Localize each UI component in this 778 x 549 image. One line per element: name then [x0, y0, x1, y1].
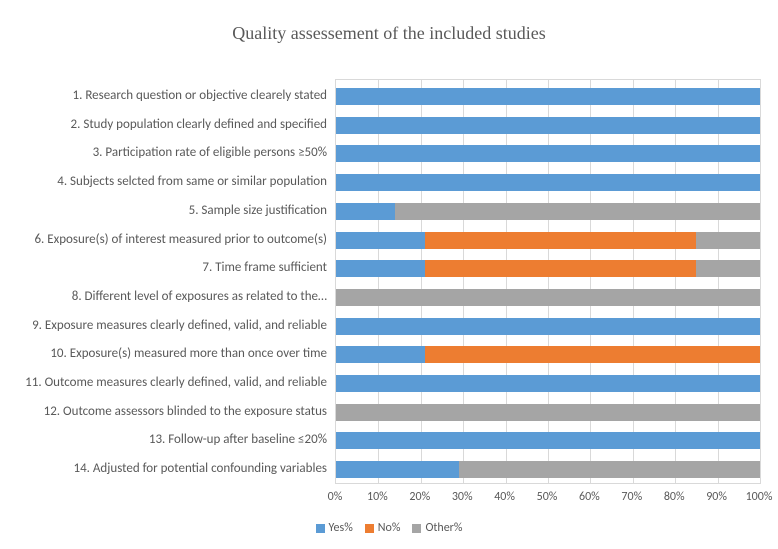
- bar-row: [336, 318, 760, 335]
- category-label: 5. Sample size justification: [8, 203, 327, 218]
- x-tick-label: 100%: [739, 490, 778, 504]
- x-tick-label: 70%: [612, 490, 652, 504]
- bar-segment-no: [425, 260, 696, 277]
- legend-item-no: No%: [365, 521, 401, 535]
- bar-row: [336, 289, 760, 306]
- chart-container: Quality assessement of the included stud…: [0, 0, 778, 549]
- bar-row: [336, 260, 760, 277]
- legend-label: No%: [378, 521, 401, 535]
- legend-swatch: [316, 524, 325, 533]
- bar-row: [336, 174, 760, 191]
- category-label: 2. Study population clearly defined and …: [8, 117, 327, 132]
- bar-row: [336, 88, 760, 105]
- chart-title: Quality assessement of the included stud…: [0, 23, 778, 44]
- x-tick-label: 40%: [485, 490, 525, 504]
- category-label: 12. Outcome assessors blinded to the exp…: [8, 404, 327, 419]
- bar-row: [336, 232, 760, 249]
- bar-segment-yes: [336, 432, 760, 449]
- x-tick-label: 90%: [697, 490, 737, 504]
- bar-segment-yes: [336, 461, 459, 478]
- x-tick-label: 50%: [527, 490, 567, 504]
- bar-segment-yes: [336, 346, 425, 363]
- bar-segment-no: [425, 232, 696, 249]
- plot-area: [335, 79, 761, 484]
- bar-segment-yes: [336, 145, 760, 162]
- category-label: 3. Participation rate of eligible person…: [8, 145, 327, 160]
- category-label: 7. Time frame sufficient: [8, 260, 327, 275]
- x-tick-label: 60%: [569, 490, 609, 504]
- bar-segment-yes: [336, 318, 760, 335]
- bar-row: [336, 117, 760, 134]
- bar-segment-yes: [336, 232, 425, 249]
- bar-segment-other: [336, 289, 760, 306]
- category-label: 6. Exposure(s) of interest measured prio…: [8, 232, 327, 247]
- bar-segment-no: [425, 346, 760, 363]
- bar-segment-yes: [336, 117, 760, 134]
- bars-container: [336, 80, 760, 483]
- bar-segment-yes: [336, 260, 425, 277]
- category-label: 10. Exposure(s) measured more than once …: [8, 346, 327, 361]
- bar-row: [336, 203, 760, 220]
- legend-label: Yes%: [329, 521, 353, 535]
- bar-row: [336, 346, 760, 363]
- x-tick-label: 80%: [654, 490, 694, 504]
- category-label: 9. Exposure measures clearly defined, va…: [8, 318, 327, 333]
- x-tick-label: 0%: [315, 490, 355, 504]
- legend-item-other: Other%: [412, 521, 462, 535]
- legend-swatch: [412, 524, 421, 533]
- category-label: 13. Follow-up after baseline ≤20%: [8, 432, 327, 447]
- bar-segment-other: [696, 232, 760, 249]
- bar-segment-other: [395, 203, 760, 220]
- category-label: 14. Adjusted for potential confounding v…: [8, 461, 327, 476]
- bar-row: [336, 461, 760, 478]
- legend: Yes% No% Other%: [0, 521, 778, 535]
- bar-segment-other: [696, 260, 760, 277]
- category-label: 11. Outcome measures clearly defined, va…: [8, 375, 327, 390]
- bar-row: [336, 432, 760, 449]
- x-tick-label: 10%: [357, 490, 397, 504]
- category-label: 1. Research question or objective cleare…: [8, 88, 327, 103]
- bar-segment-yes: [336, 174, 760, 191]
- x-tick-label: 30%: [442, 490, 482, 504]
- category-label: 8. Different level of exposures as relat…: [8, 289, 327, 304]
- bar-segment-yes: [336, 375, 760, 392]
- bar-segment-other: [336, 404, 760, 421]
- x-tick-label: 20%: [400, 490, 440, 504]
- bar-segment-other: [459, 461, 760, 478]
- legend-swatch: [365, 524, 374, 533]
- legend-label: Other%: [425, 521, 462, 535]
- category-label: 4. Subjects selcted from same or similar…: [8, 174, 327, 189]
- bar-row: [336, 145, 760, 162]
- bar-row: [336, 375, 760, 392]
- bar-segment-yes: [336, 203, 395, 220]
- bar-segment-yes: [336, 88, 760, 105]
- bar-row: [336, 404, 760, 421]
- legend-item-yes: Yes%: [316, 521, 353, 535]
